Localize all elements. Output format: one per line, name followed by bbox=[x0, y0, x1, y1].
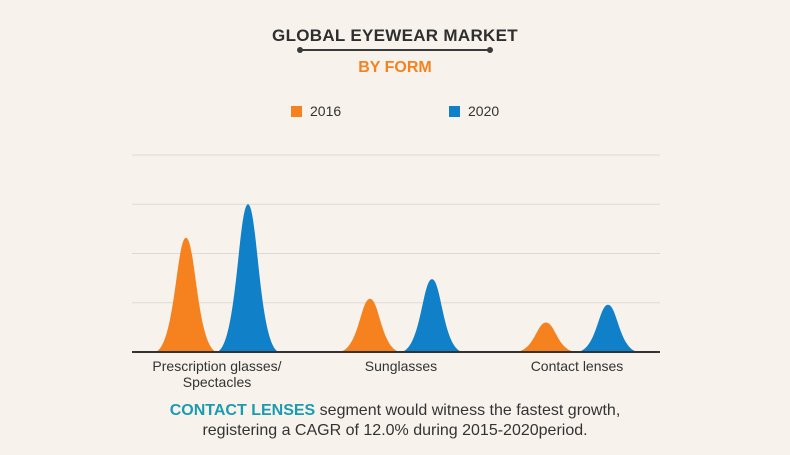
peak-2016-0 bbox=[154, 237, 218, 352]
legend-swatch-2016 bbox=[291, 105, 302, 117]
legend-item-2020: 2020 bbox=[449, 103, 499, 119]
footnote-line-1: CONTACT LENSES segment would witness the… bbox=[0, 401, 790, 421]
legend-label-2020: 2020 bbox=[468, 103, 500, 119]
chart-title: GLOBAL EYEWEAR MARKET bbox=[272, 26, 518, 45]
legend-item-2016: 2016 bbox=[291, 103, 341, 119]
title-underline bbox=[297, 47, 493, 53]
legend-swatch-2020 bbox=[449, 105, 460, 117]
footnote-line-1-text: segment would witness the fastest growth… bbox=[315, 402, 621, 419]
category-label-1: Sunglasses bbox=[365, 358, 437, 374]
footnote: CONTACT LENSES segment would witness the… bbox=[0, 401, 790, 441]
peak-2016-2 bbox=[514, 322, 578, 352]
peak-2020-1 bbox=[400, 279, 464, 352]
peak-2016-1 bbox=[338, 298, 402, 352]
category-label-2: Contact lenses bbox=[531, 358, 624, 374]
peak-2020-0 bbox=[216, 204, 280, 352]
chart-subtitle: BY FORM bbox=[358, 59, 432, 76]
footnote-highlight: CONTACT LENSES bbox=[169, 402, 316, 419]
peak-2020-2 bbox=[576, 304, 640, 352]
footnote-line-2: registering a CAGR of 12.0% during 2015-… bbox=[202, 422, 588, 439]
legend-label-2016: 2016 bbox=[310, 103, 342, 119]
category-label-0: Prescription glasses/Spectacles bbox=[152, 358, 281, 390]
